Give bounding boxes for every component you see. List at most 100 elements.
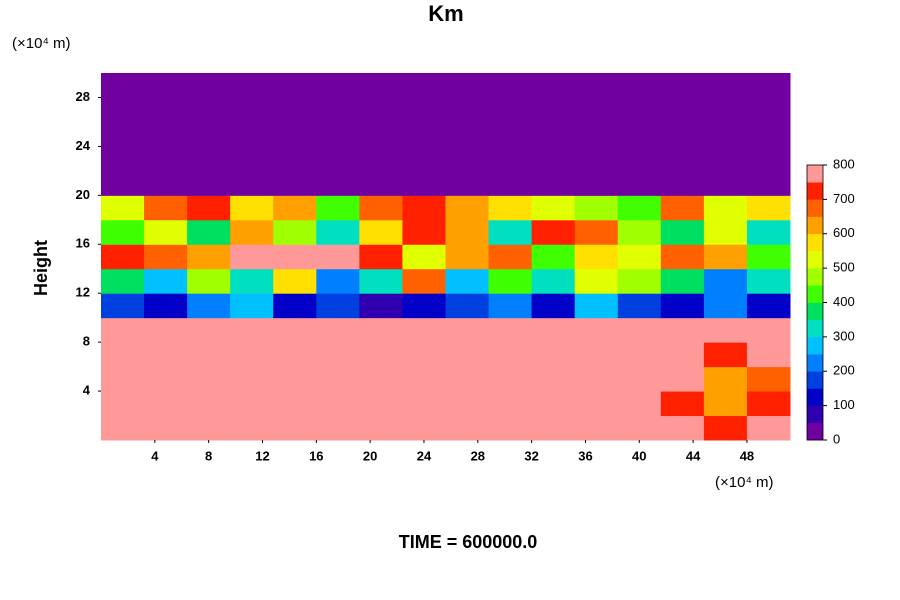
contour-cell: [402, 244, 446, 270]
colorbar-band: [807, 354, 823, 372]
contour-cell: [316, 195, 360, 221]
contour-cell: [746, 121, 791, 147]
contour-cell: [488, 244, 533, 270]
contour-cell: [273, 244, 317, 270]
contour-cell: [445, 146, 490, 172]
contour-cell: [445, 170, 490, 196]
contour-cell: [746, 415, 791, 441]
colorbar-band: [807, 250, 823, 269]
contour-cell: [746, 293, 791, 319]
contour-cell: [316, 244, 360, 270]
x-tick-label: 32: [524, 448, 538, 463]
contour-cell: [703, 73, 748, 98]
contour-cell: [230, 97, 274, 123]
contour-cell: [488, 268, 533, 294]
contour-cell: [574, 366, 619, 392]
colorbar-band: [807, 285, 823, 303]
x-tick-label: 36: [578, 448, 592, 463]
colorbar-band: [807, 216, 823, 235]
contour-cell: [402, 317, 446, 343]
contour-cell: [230, 146, 274, 172]
colorbar-band: [807, 319, 823, 338]
contour-cell: [144, 97, 188, 123]
contour-cell: [101, 342, 145, 368]
contour-cell: [617, 73, 662, 98]
contour-cell: [187, 219, 231, 245]
contour-cell: [488, 219, 533, 245]
contour-cell: [316, 121, 360, 147]
contour-cell: [187, 97, 231, 123]
contour-cell: [359, 391, 403, 417]
colorbar-tick-label: 100: [833, 397, 855, 412]
y-tick-label: 28: [76, 89, 90, 104]
y-tick-label: 16: [76, 236, 90, 251]
contour-cell: [574, 146, 619, 172]
contour-cell: [703, 146, 748, 172]
contour-cell: [703, 170, 748, 196]
contour-cell: [574, 244, 619, 270]
contour-cell: [531, 342, 576, 368]
contour-cell: [574, 268, 619, 294]
contour-cell: [273, 391, 317, 417]
contour-cell: [230, 366, 274, 392]
contour-cell: [445, 268, 490, 294]
contour-cell: [531, 317, 576, 343]
colorbar-band: [807, 405, 823, 424]
contour-cell: [746, 219, 791, 245]
contour-cell: [703, 121, 748, 147]
contour-cell: [402, 219, 446, 245]
contour-cell: [617, 342, 662, 368]
contour-cell: [144, 268, 188, 294]
contour-cell: [144, 317, 188, 343]
contour-cell: [617, 244, 662, 270]
contour-cell: [746, 146, 791, 172]
contour-cell: [101, 244, 145, 270]
contour-cell: [531, 391, 576, 417]
colorbar-tick-label: 400: [833, 294, 855, 309]
contour-cell: [144, 391, 188, 417]
contour-cell: [316, 146, 360, 172]
contour-cell: [531, 73, 576, 98]
contour-cell: [144, 366, 188, 392]
contour-cell: [574, 73, 619, 98]
contour-cell: [230, 268, 274, 294]
contour-cell: [101, 219, 145, 245]
contour-cell: [660, 268, 705, 294]
contour-cell: [531, 268, 576, 294]
colorbar-tick-label: 300: [833, 328, 855, 343]
contour-cell: [488, 73, 533, 98]
contour-cell: [617, 219, 662, 245]
contour-cell: [187, 121, 231, 147]
contour-cell: [316, 293, 360, 319]
contour-cell: [101, 195, 145, 221]
contour-cell: [273, 342, 317, 368]
contour-cell: [273, 268, 317, 294]
contour-cell: [531, 146, 576, 172]
contour-cell: [660, 366, 705, 392]
contour-cell: [273, 366, 317, 392]
contour-cell: [402, 146, 446, 172]
contour-cell: [402, 268, 446, 294]
contour-cell: [359, 121, 403, 147]
x-tick-label: 20: [363, 448, 377, 463]
contour-cell: [359, 170, 403, 196]
contour-cell: [402, 415, 446, 441]
colorbar-band: [807, 182, 823, 200]
contour-cell: [531, 244, 576, 270]
contour-cell: [402, 170, 446, 196]
contour-cell: [445, 293, 490, 319]
contour-cell: [316, 366, 360, 392]
contour-cell: [445, 219, 490, 245]
x-tick-label: 12: [255, 448, 269, 463]
y-tick-label: 4: [83, 383, 91, 398]
contour-cell: [273, 317, 317, 343]
contour-cell: [230, 415, 274, 441]
contour-cell: [445, 342, 490, 368]
contour-cell: [617, 415, 662, 441]
contour-cell: [230, 195, 274, 221]
contour-cell: [445, 97, 490, 123]
contour-cell: [187, 317, 231, 343]
contour-cell: [617, 391, 662, 417]
contour-cell: [703, 342, 748, 368]
